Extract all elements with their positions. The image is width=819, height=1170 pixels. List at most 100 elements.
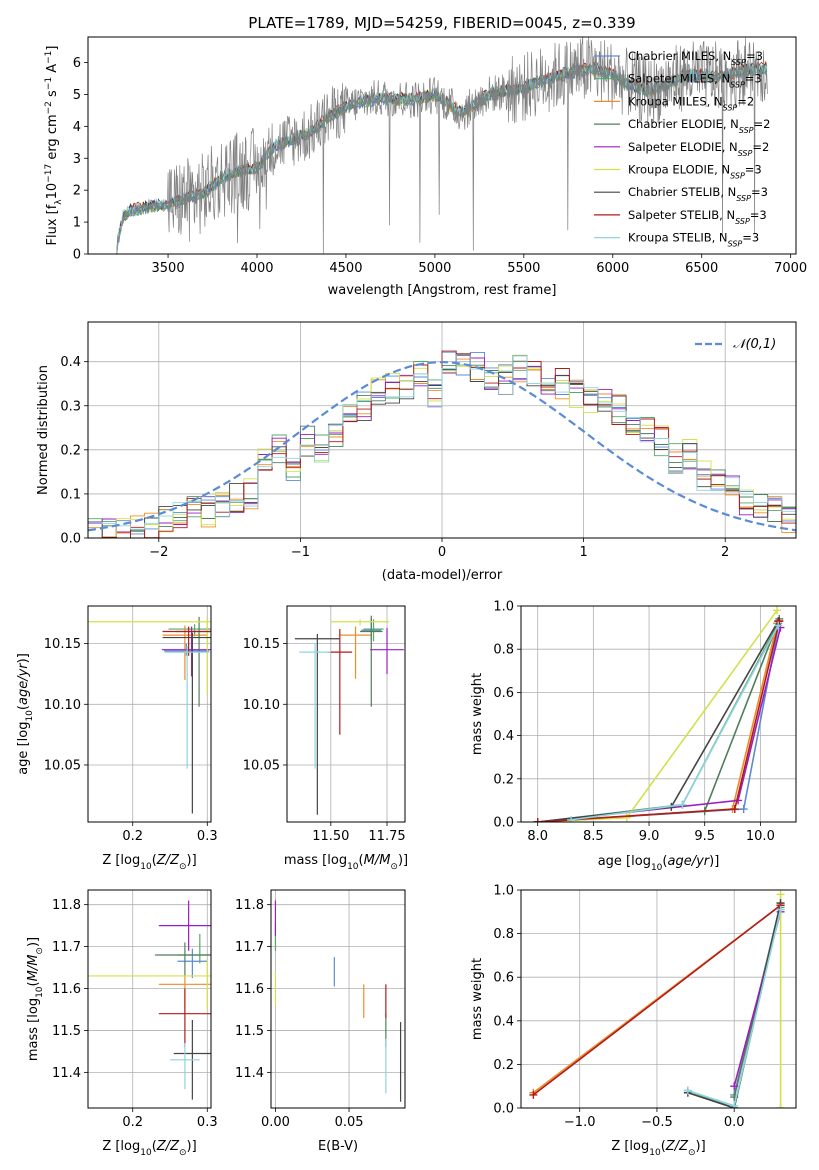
tick-label-x: 7000 [774,261,807,276]
errorbar-salpeter-elodie [158,900,211,951]
y-axis-label: age [log10(age/yr)] [16,653,35,775]
tick-label-y: 1.0 [493,600,514,615]
tick-label-y: 11.8 [52,898,81,913]
tick-label-y: 11.7 [52,940,81,955]
axes-frame [87,321,797,539]
tick-label-x: 1 [579,545,587,560]
tick-label-y: 0.2 [493,1058,514,1073]
tick-label-x: 0.0 [724,1115,745,1130]
panel-mass-vs-Z: 0.2 0.3 11.4 11.5 11.6 11.7 11.8 Z [log10(Z/Z⊙)… [26,889,218,1158]
tick-label-y: 10.10 [243,698,280,713]
point-marker [730,805,739,814]
x-axis-label: Z [log10(Z/Z⊙)] [102,1139,196,1158]
point-marker [730,1082,739,1091]
errorbar-chabrier-miles [177,948,208,979]
point-marker [739,805,748,814]
y-axis-label: mass weight [470,958,485,1040]
plot-background [271,890,405,1108]
axes-frame [286,605,406,823]
tick-label-y: 11.8 [235,898,264,913]
tick-label-y: 11.5 [52,1024,81,1039]
plot-content [529,890,785,1108]
tick-label-y: 0.4 [60,355,81,370]
tick-label-y: 0.1 [60,487,81,502]
tick-label-x: 0.3 [197,1115,218,1130]
axes-frame [87,36,797,255]
tick-label-y: 11.4 [235,1066,264,1081]
tick-label-x: 0.2 [122,829,143,844]
plot-content [114,37,768,254]
tick-label-y: 10.05 [44,758,81,773]
point-marker [773,606,782,615]
errorbar-kroupa-elodie [330,619,390,626]
series-salpeter-stelib [533,617,784,822]
point-marker [678,800,687,809]
x-axis-label: (data-model)/error [382,568,503,583]
series-kroupa-stelib [683,905,785,1108]
tick-label-y: 0.2 [60,443,81,458]
plots: 3500 4000 4500 5000 5500 6000 6500 7000 0 1 2 3 4 5 6 w… [16,36,807,1158]
errorbar-salpeter-stelib [327,629,353,735]
legend-entry: Chabrier ELODIE, NSSP=2 [628,117,770,135]
tick-label-x: 0.05 [335,1115,364,1130]
tick-label-y: 0.6 [493,686,514,701]
errorbar-kroupa-stelib [164,646,210,769]
tick-label-y: 0 [73,248,81,263]
plot-background [287,606,405,822]
axes-frame [87,605,212,823]
tick-label-x: −2 [149,545,168,560]
axes-frame [520,889,797,1109]
errorbar-kroupa-miles [162,625,208,681]
tick-label-x: 4500 [329,261,362,276]
panel-spectrum: 3500 4000 4500 5000 5500 6000 6500 7000 0 1 2 3 4 5 6 w… [44,36,807,298]
tick-label-y: 0.4 [493,729,514,744]
errorbar-kroupa-elodie [88,959,211,1010]
plot-background [88,606,211,822]
tick-label-y: 11.7 [235,940,264,955]
plot-content [88,616,211,814]
axes-frame [270,889,406,1109]
errorbar-salpeter-miles [363,619,384,642]
tick-label-y: 10.15 [44,637,81,652]
errorbar-salpeter-elodie [161,626,211,677]
point-marker [774,621,783,630]
tick-label-y: 0.0 [60,532,81,547]
errorbar-chabrier-elodie [360,615,383,707]
series-line [532,904,782,1096]
plot-background [88,890,211,1108]
legend-entry: Salpeter ELODIE, NSSP=2 [628,140,769,158]
legend-entry: Kroupa STELIB, NSSP=3 [628,231,759,249]
x-axis-label: Z [log10(Z/Z⊙)] [611,1139,705,1158]
tick-label-y: 0.8 [493,643,514,658]
legend-entry: Kroupa ELODIE, NSSP=3 [628,163,762,181]
point-marker [775,617,784,626]
tick-label-x: 8.5 [583,829,604,844]
tick-label-x: 6500 [685,261,718,276]
tick-label-y: 1.0 [493,884,514,899]
plot-background [521,606,796,822]
tick-label-y: 11.5 [235,1024,264,1039]
tick-label-y: 0.8 [493,927,514,942]
tick-label-y: 6 [73,56,81,71]
y-axis-label: mass [log10(M/M⊙)] [26,937,45,1061]
point-marker [776,1104,785,1108]
series-kroupa-elodie [776,890,785,1108]
point-marker [776,890,785,899]
legend-entry: 𝒩(0,1) [733,337,776,352]
y-axis-label: Normed distribution [36,365,51,495]
plot-content [533,606,785,822]
histogram-8 [88,354,796,538]
errorbar-salpeter-stelib [162,626,211,656]
tick-label-y: 1 [73,216,81,231]
tick-label-x: 8.0 [527,829,548,844]
panel-massweight-vs-Z: −1.0 −0.5 0.0 0.0 0.2 0.4 0.6 0.8 1.0 Z [log10(Z/… [470,884,797,1158]
plot-content [294,615,404,815]
tick-label-y: 10.15 [243,637,280,652]
tick-label-y: 0.2 [493,772,514,787]
axes-frame [87,889,212,1109]
errorbar-kroupa-stelib [170,1043,200,1090]
errorbar-kroupa-stelib [299,643,331,769]
errorbar-chabrier-stelib [162,632,211,814]
normal-curve [88,360,796,532]
